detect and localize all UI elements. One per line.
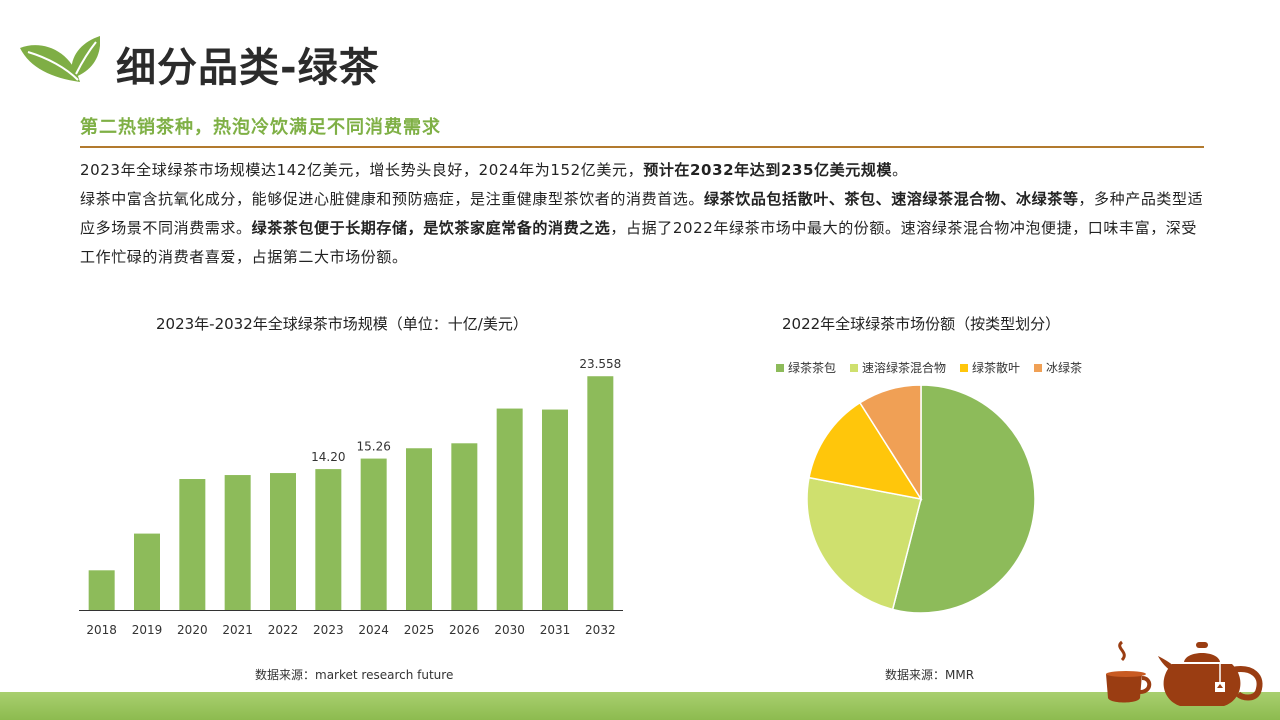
- pie-legend: 绿茶茶包 速溶绿茶混合物 绿茶散叶 冰绿茶: [776, 359, 1082, 376]
- bar: [270, 473, 296, 610]
- page-title: 细分品类-绿茶: [116, 45, 380, 91]
- legend-item: 绿茶茶包: [776, 359, 836, 376]
- legend-label: 绿茶茶包: [788, 361, 837, 375]
- paragraph-2: 绿茶中富含抗氧化成分，能够促进心脏健康和预防癌症，是注重健康型茶饮者的消费首选。…: [80, 185, 1204, 272]
- p2-bold-b: 绿茶茶包便于长期存储，是饮茶家庭常备的消费之选: [251, 219, 611, 237]
- legend-label: 绿茶散叶: [972, 361, 1021, 375]
- bar: [134, 533, 160, 610]
- bar: [315, 469, 342, 610]
- paragraph-1: 2023年全球绿茶市场规模达142亿美元，增长势头良好，2024年为152亿美元…: [80, 156, 1204, 185]
- pie-slice: [806, 476, 922, 611]
- p1-text: 2023年全球绿茶市场规模达142亿美元，增长势头良好，2024年为152亿美元…: [80, 161, 644, 179]
- p1-end: 。: [892, 161, 908, 179]
- bar-chart-title: 2023年-2032年全球绿茶市场规模（单位：十亿/美元）: [156, 315, 528, 333]
- p1-bold: 预计在2032年达到235亿美元规模: [643, 161, 893, 179]
- pie-chart-title: 2022年全球绿茶市场份额（按类型划分）: [782, 315, 1061, 333]
- bar: [406, 448, 432, 610]
- x-tick-label: 2019: [132, 623, 163, 637]
- bar: [179, 479, 206, 610]
- x-tick-label: 2032: [585, 623, 616, 637]
- teapot-icon: [1106, 640, 1263, 706]
- pie-chart-source: 数据来源：MMR: [885, 668, 975, 682]
- x-tick-label: 2021: [222, 623, 253, 637]
- p2-bold-a: 绿茶饮品包括散叶、茶包、速溶绿茶混合物、冰绿茶等: [704, 190, 1079, 208]
- p2-text-a: 绿茶中富含抗氧化成分，能够促进心脏健康和预防癌症，是注重健康型茶饮者的消费首选。: [80, 190, 705, 208]
- x-tick-label: 2030: [494, 623, 525, 637]
- summary-text: 2023年全球绿茶市场规模达142亿美元，增长势头良好，2024年为152亿美元…: [80, 156, 1204, 272]
- x-tick-label: 2025: [404, 623, 435, 637]
- legend-swatch: [850, 363, 859, 372]
- data-label: 23.558: [579, 357, 621, 371]
- bar: [496, 408, 523, 610]
- bar: [224, 475, 251, 610]
- p2-text-e: ，占据了2022年绿茶市场中最大的份额。速溶绿茶混合物冲泡便捷，口味丰富，深受工…: [80, 219, 1197, 266]
- x-tick-label: 2018: [86, 623, 117, 637]
- legend-swatch: [776, 363, 784, 372]
- x-tick-label: 2026: [449, 623, 480, 637]
- legend-label: 速溶绿茶混合物: [862, 361, 947, 375]
- x-tick-label: 2023: [313, 623, 344, 637]
- x-tick-label: 2024: [358, 623, 389, 637]
- bar: [360, 458, 387, 610]
- bar: [542, 409, 568, 610]
- legend-swatch: [1034, 363, 1043, 372]
- pie-slice: [858, 384, 922, 502]
- legend-label: 冰绿茶: [1046, 361, 1083, 375]
- leaf-logo-icon: [20, 36, 100, 82]
- bar-chart-source: 数据来源：market research future: [255, 668, 454, 682]
- bar: [587, 376, 614, 610]
- x-tick-label: 2031: [540, 623, 571, 637]
- legend-item: 绿茶散叶: [960, 359, 1020, 376]
- pie-slice: [808, 401, 923, 501]
- divider: [80, 146, 1204, 148]
- x-tick-label: 2020: [177, 623, 208, 637]
- footer-band: [0, 692, 1280, 720]
- legend-item: 速溶绿茶混合物: [850, 359, 946, 376]
- legend-swatch: [960, 363, 969, 372]
- pie-slice: [891, 384, 1036, 614]
- p2-text-c: ，多种产品类型适应多场景不同消费需求。: [80, 190, 1204, 237]
- bar: [88, 570, 115, 610]
- page-subtitle: 第二热销茶种，热泡冷饮满足不同消费需求: [80, 117, 441, 138]
- x-tick-label: 2022: [268, 623, 299, 637]
- data-label: 15.26: [356, 440, 390, 454]
- data-label: 14.20: [311, 450, 345, 464]
- legend-item: 冰绿茶: [1034, 359, 1082, 376]
- bar: [451, 443, 478, 610]
